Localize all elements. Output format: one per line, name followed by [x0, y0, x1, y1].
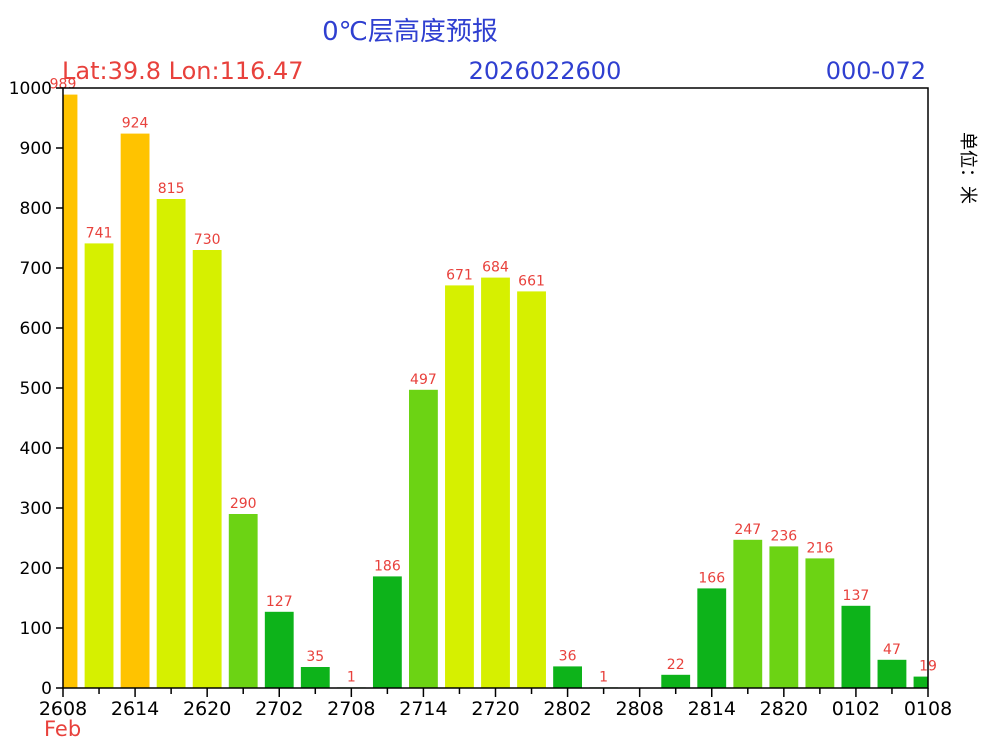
bar: [192, 250, 222, 688]
chart-title: 0℃层高度预报: [322, 17, 498, 47]
x-tick-label: 2808: [615, 698, 663, 720]
x-tick-label: 2608: [39, 698, 87, 720]
data-label: 22: [667, 657, 685, 673]
bar: [517, 291, 546, 688]
data-label: 166: [698, 570, 725, 586]
data-label: 35: [306, 649, 324, 665]
axes-layer: 0 100 200 300 400 500 600 700 800 900 1000 2608 2614…: [9, 79, 952, 720]
month-label: Feb: [44, 717, 81, 741]
bar: [481, 277, 510, 688]
data-label: 671: [446, 267, 473, 283]
y-tick-label: 600: [20, 319, 52, 339]
y-tick-label: 100: [20, 619, 52, 639]
x-tick-label: 2820: [760, 698, 808, 720]
unit-label: 单位：米: [957, 132, 978, 204]
data-label: 497: [410, 372, 437, 388]
init-time-label: 2026022600: [469, 57, 622, 85]
bar: [409, 389, 438, 688]
x-tick-label: 0108: [904, 698, 952, 720]
y-tick-label: 900: [20, 139, 52, 159]
x-tick-label: 2720: [471, 698, 519, 720]
bar: [877, 659, 907, 688]
data-label: 216: [807, 540, 834, 556]
x-tick-label: 2708: [327, 698, 375, 720]
y-tick-label: 0: [41, 679, 52, 699]
bar: [300, 667, 330, 688]
data-label: 684: [482, 260, 509, 276]
data-label: 661: [518, 273, 545, 289]
bar: [372, 576, 402, 688]
bar: [84, 243, 114, 688]
forecast-range-label: 000-072: [826, 57, 926, 85]
bar: [553, 666, 582, 688]
bar: [661, 674, 691, 688]
data-label: 47: [883, 642, 901, 658]
x-tick-label: 2620: [183, 698, 231, 720]
bar: [63, 94, 78, 689]
data-label: 1: [599, 669, 608, 685]
data-label: 36: [559, 648, 577, 664]
bar: [228, 514, 258, 688]
location-label: Lat:39.8 Lon:116.47: [62, 57, 304, 85]
data-label: 730: [194, 232, 221, 248]
x-tick-label: 2614: [111, 698, 159, 720]
y-tick-label: 300: [20, 499, 52, 519]
x-tick-label: 2714: [399, 698, 447, 720]
x-tick-label: 2702: [255, 698, 303, 720]
data-label: 127: [266, 594, 293, 610]
y-tick-label: 200: [20, 559, 52, 579]
y-tick-label: 500: [20, 379, 52, 399]
bar: [913, 676, 928, 688]
data-label: 247: [734, 522, 761, 538]
x-tick-label: 2802: [543, 698, 591, 720]
bar: [805, 558, 835, 688]
data-label: 815: [158, 181, 185, 197]
bar: [697, 588, 727, 688]
data-label: 1: [347, 669, 356, 685]
y-tick-label: 400: [20, 439, 52, 459]
y-tick-label: 700: [20, 259, 52, 279]
bar: [841, 605, 871, 688]
bar: [445, 285, 474, 688]
bar: [733, 539, 763, 688]
data-label: 924: [122, 116, 149, 132]
data-label: 290: [230, 496, 257, 512]
data-label: 186: [374, 558, 401, 574]
x-tick-label: 0102: [832, 698, 880, 720]
bar: [264, 611, 294, 688]
y-tick-label: 1000: [9, 79, 52, 99]
bar: [120, 133, 150, 689]
y-tick-label: 800: [20, 199, 52, 219]
bar: [156, 199, 186, 688]
data-label: 236: [770, 528, 797, 544]
bar: [769, 546, 799, 688]
data-label: 741: [86, 225, 113, 241]
data-label: 137: [843, 588, 870, 604]
x-tick-label: 2814: [688, 698, 736, 720]
